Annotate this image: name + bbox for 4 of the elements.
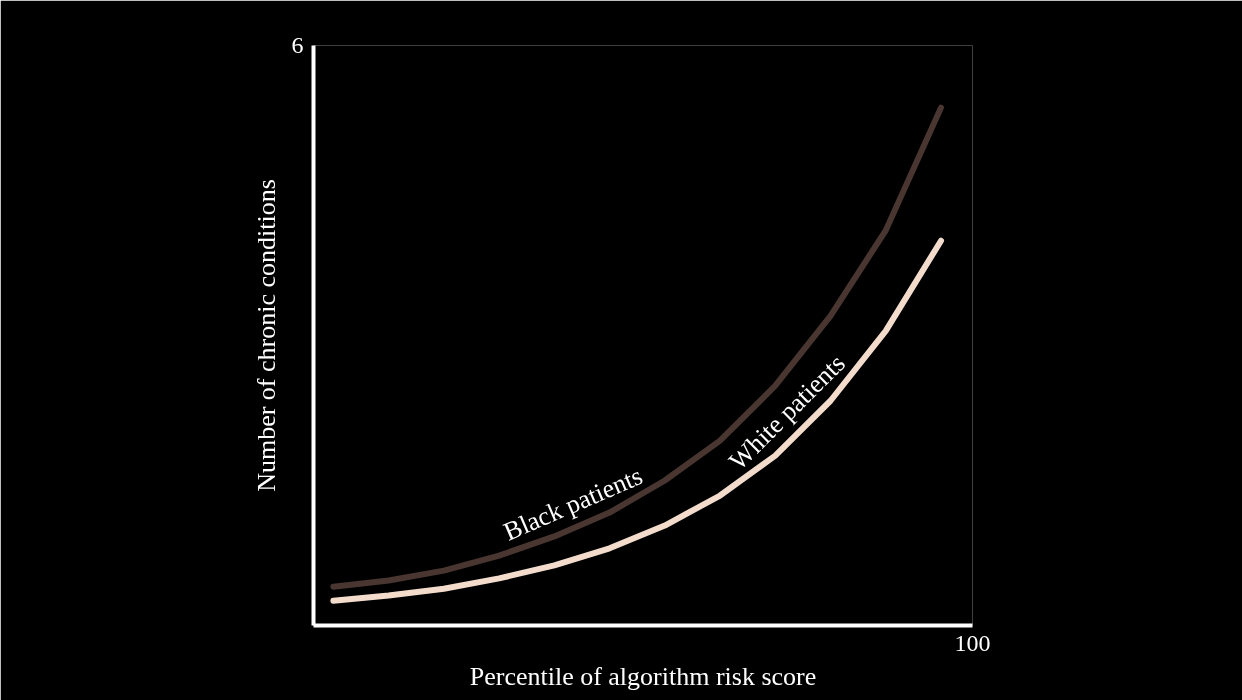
y-axis-title: Number of chronic conditions bbox=[251, 179, 281, 492]
text: 100 bbox=[954, 629, 991, 656]
text: 6 bbox=[291, 32, 304, 58]
x-axis-title: Percentile of algorithm risk score bbox=[469, 661, 817, 691]
